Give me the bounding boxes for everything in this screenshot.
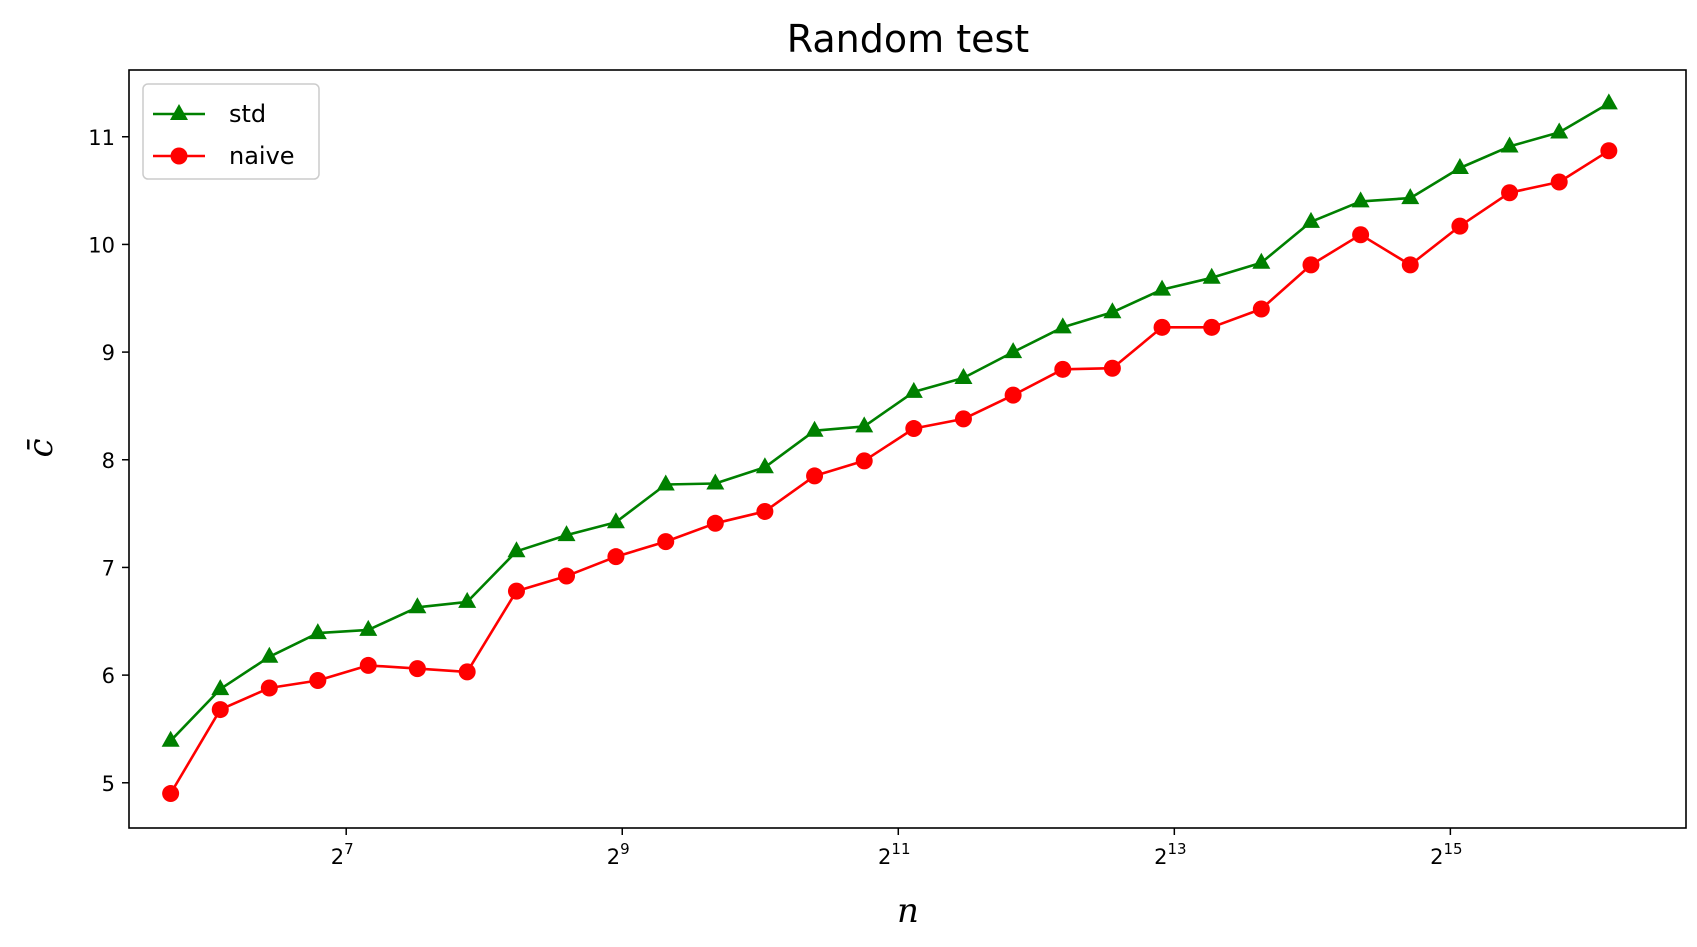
data-point-naive — [1501, 184, 1519, 202]
legend-marker-std — [170, 104, 188, 120]
data-point-naive — [1103, 359, 1121, 377]
data-point-naive — [1352, 226, 1370, 244]
data-point-naive — [756, 502, 774, 520]
data-point-std — [606, 512, 625, 529]
data-point-naive — [458, 663, 476, 681]
x-tick-label: 215 — [1430, 840, 1462, 869]
data-point-naive — [1550, 173, 1568, 191]
data-point-std — [1301, 211, 1320, 228]
data-point-std — [755, 457, 774, 474]
y-tick-label: 7 — [102, 556, 115, 580]
data-point-naive — [905, 420, 923, 438]
data-point-std — [408, 597, 427, 614]
data-point-std — [656, 474, 675, 491]
data-point-std — [1450, 157, 1469, 174]
x-axis-label: n — [897, 891, 919, 931]
data-point-naive — [855, 452, 873, 470]
series-line-std — [169, 102, 1610, 742]
y-tick-label: 5 — [102, 772, 115, 796]
data-point-naive — [507, 582, 525, 600]
data-point-std — [805, 420, 824, 437]
x-tick-label: 27 — [331, 840, 354, 869]
x-tick-label: 29 — [607, 840, 630, 869]
data-point-naive — [1004, 386, 1022, 404]
data-point-std — [359, 619, 378, 636]
data-point-std — [1103, 302, 1122, 319]
data-point-std — [855, 416, 874, 433]
data-point-naive — [1451, 217, 1469, 235]
data-point-naive — [1600, 142, 1618, 160]
data-point-std — [1599, 93, 1618, 110]
x-tick-label: 211 — [878, 840, 910, 869]
data-point-naive — [260, 679, 278, 697]
data-point-naive — [162, 785, 180, 803]
x-tick-label: 213 — [1154, 840, 1186, 869]
y-tick-label: 10 — [88, 233, 115, 257]
data-point-std — [904, 381, 923, 398]
data-point-std — [1252, 252, 1271, 269]
y-tick-label: 8 — [102, 449, 115, 473]
data-point-naive — [359, 656, 377, 674]
data-point-naive — [806, 467, 824, 485]
data-point-naive — [706, 514, 724, 532]
data-point-naive — [954, 410, 972, 428]
y-tick-label: 9 — [102, 341, 115, 365]
legend-label-std: std — [229, 100, 266, 128]
data-point-std — [557, 525, 576, 542]
data-point-naive — [558, 567, 576, 585]
data-point-std — [1004, 342, 1023, 359]
data-point-std — [1401, 188, 1420, 205]
data-point-std — [161, 730, 180, 747]
data-point-std — [706, 473, 725, 490]
data-point-std — [1351, 191, 1370, 208]
data-point-naive — [1252, 300, 1270, 318]
data-point-std — [458, 591, 477, 608]
plot-area: 5 6 7 8 9 10 11 27 29 211 213 215 — [88, 69, 1687, 869]
chart-title: Random test — [787, 17, 1029, 61]
data-point-naive — [1203, 318, 1221, 336]
data-point-std — [507, 541, 526, 558]
data-point-std — [308, 623, 327, 640]
data-point-naive — [1302, 256, 1320, 274]
data-point-naive — [657, 533, 675, 551]
data-point-naive — [1401, 256, 1419, 274]
y-tick-label: 6 — [102, 664, 115, 688]
data-point-std — [260, 646, 279, 663]
data-point-naive — [408, 660, 426, 678]
data-point-std — [1053, 317, 1072, 334]
data-point-std — [1202, 267, 1221, 284]
data-point-std — [1500, 136, 1519, 153]
data-point-std — [211, 679, 230, 696]
legend-label-naive: naive — [229, 142, 295, 170]
y-tick-label: 11 — [88, 126, 115, 150]
data-point-std — [1550, 122, 1569, 139]
data-point-std — [954, 367, 973, 384]
data-point-naive — [309, 671, 327, 689]
data-point-naive — [1153, 318, 1171, 336]
data-point-naive — [1054, 360, 1072, 378]
legend: std naive — [142, 83, 320, 180]
plot-frame — [128, 69, 1687, 829]
data-point-std — [1153, 279, 1172, 296]
data-point-naive — [607, 548, 625, 566]
y-axis-label: c̄ — [21, 438, 61, 457]
data-point-naive — [211, 701, 229, 719]
legend-marker-naive — [170, 147, 188, 165]
